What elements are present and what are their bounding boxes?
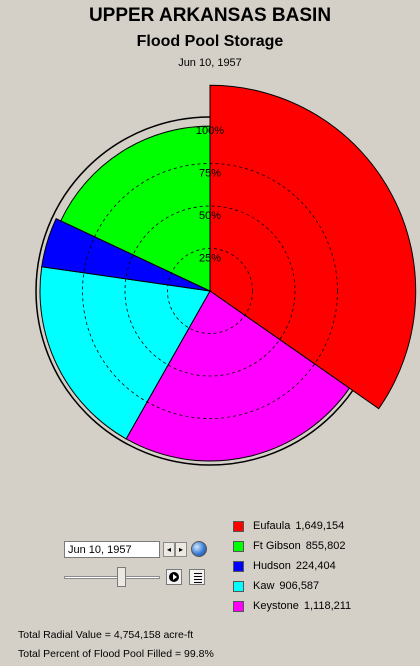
legend-name: Eufaula (253, 520, 291, 532)
ring-2 (124, 205, 296, 377)
ring-label-4: 100% (196, 125, 224, 137)
legend-value: 855,802 (305, 540, 346, 552)
legend-swatch (233, 580, 244, 592)
wedge-hudson (41, 217, 211, 292)
legend-name: Keystone (253, 600, 299, 612)
legend-value: 1,649,154 (295, 520, 345, 532)
play-icon (169, 572, 179, 582)
globe-icon[interactable] (191, 541, 207, 557)
legend-swatch (233, 520, 244, 532)
legend-swatch (233, 560, 244, 572)
report-button[interactable] (189, 569, 205, 585)
legend-swatch (233, 600, 244, 612)
total-radial-value: Total Radial Value = 4,754,158 acre-ft (18, 629, 194, 641)
previous-date-button[interactable]: ◂ (163, 542, 175, 557)
legend-name: Ft Gibson (253, 540, 301, 552)
legend-name: Hudson (253, 560, 291, 572)
legend-item-eufaula: Eufaula 1,649,154 (233, 516, 351, 536)
date-input[interactable] (64, 541, 160, 558)
legend: Eufaula 1,649,154 Ft Gibson 855,802 Huds… (233, 516, 351, 616)
chart-subtitle: Flood Pool Storage (136, 33, 284, 50)
legend-item-keystone: Keystone 1,118,211 (233, 596, 351, 616)
ring-1 (167, 248, 253, 334)
ring-label-1: 25% (199, 253, 221, 265)
polar-area-chart: 25% 50% 75% 100% (35, 84, 417, 466)
next-date-button[interactable]: ▸ (175, 542, 187, 557)
play-button[interactable] (166, 569, 182, 585)
wedge-eufaula (209, 84, 417, 410)
total-percent-filled: Total Percent of Flood Pool Filled = 99.… (18, 648, 214, 660)
date-slider-track[interactable] (64, 576, 160, 579)
legend-item-hudson: Hudson 224,404 (233, 556, 351, 576)
date-slider-thumb[interactable] (117, 567, 126, 587)
ring-label-3: 75% (199, 168, 221, 180)
chart-date: Jun 10, 1957 (178, 57, 242, 69)
ring-3 (82, 163, 338, 419)
legend-value: 1,118,211 (303, 600, 352, 612)
legend-item-kaw: Kaw 906,587 (233, 576, 351, 596)
legend-swatch (233, 540, 244, 552)
legend-value: 224,404 (295, 560, 336, 572)
legend-name: Kaw (253, 580, 275, 592)
legend-value: 906,587 (279, 580, 320, 592)
wedge-keystone (125, 290, 351, 462)
ring-label-2: 50% (199, 210, 221, 222)
wedge-kaw (39, 266, 211, 440)
chart-title: UPPER ARKANSAS BASIN (88, 5, 332, 26)
wedge-ft-gibson (60, 125, 211, 292)
legend-item-ft-gibson: Ft Gibson 855,802 (233, 536, 351, 556)
